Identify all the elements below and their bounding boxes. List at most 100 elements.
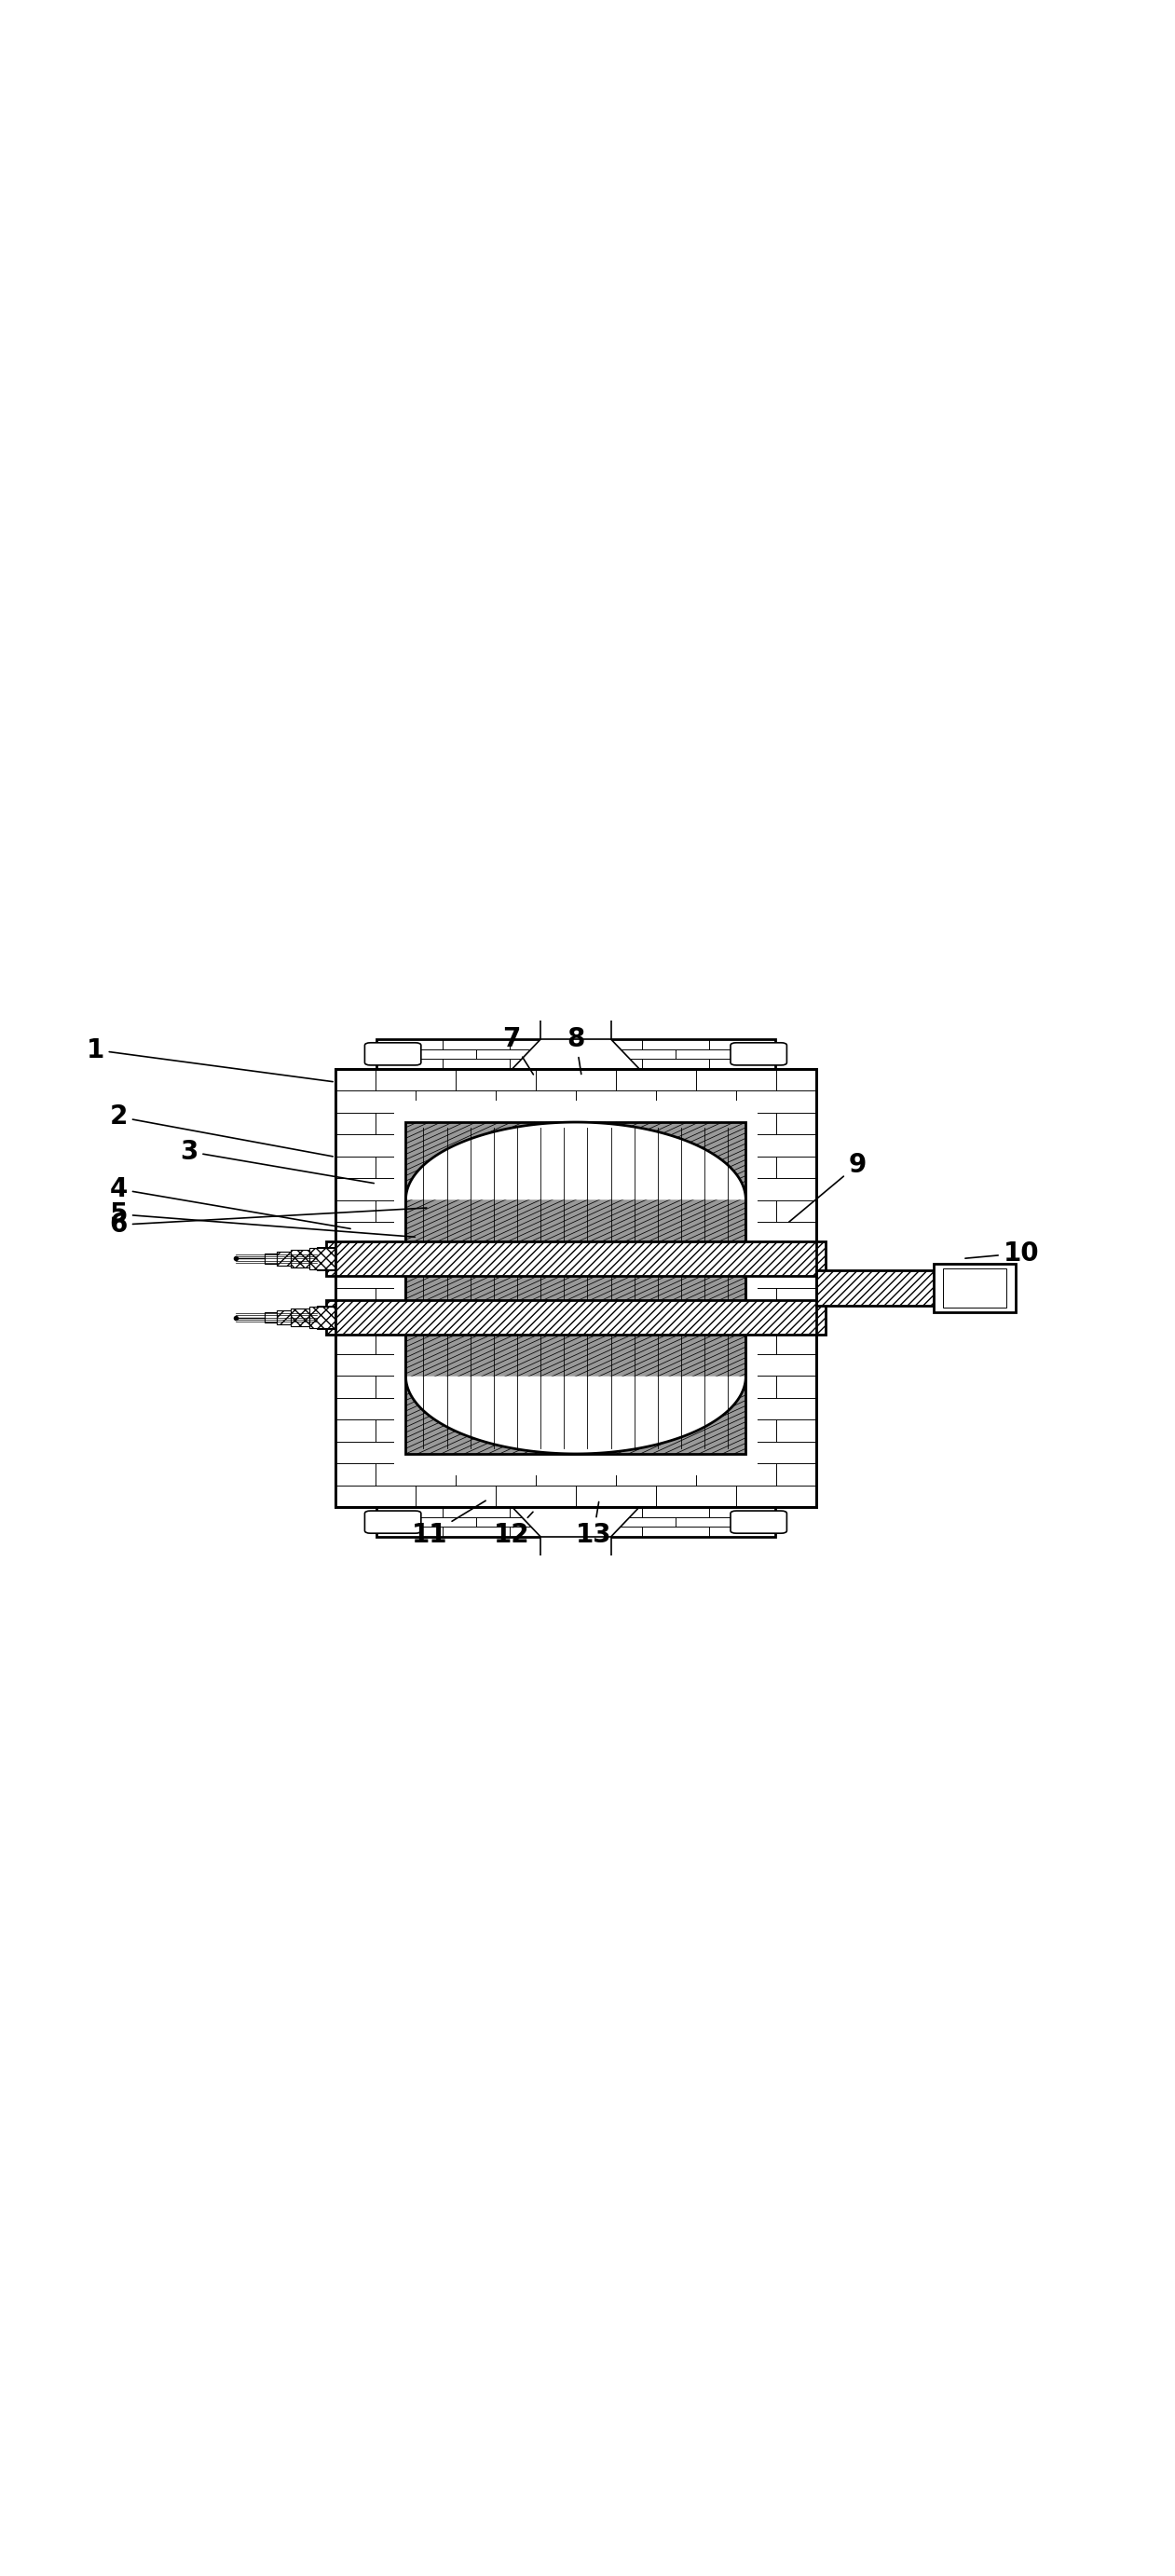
Bar — [456, 1113, 536, 1133]
Bar — [576, 1399, 656, 1419]
Bar — [376, 1244, 456, 1265]
FancyBboxPatch shape — [731, 1043, 787, 1066]
Bar — [376, 1507, 443, 1517]
Bar — [696, 1200, 776, 1221]
Bar — [656, 1486, 736, 1507]
Bar — [656, 1090, 736, 1113]
Text: 12: 12 — [494, 1512, 533, 1548]
Bar — [576, 1133, 656, 1157]
Bar — [376, 1038, 443, 1048]
Bar — [576, 1311, 656, 1332]
Bar — [376, 1517, 410, 1528]
Bar — [443, 1059, 509, 1069]
Bar — [576, 1355, 656, 1376]
Bar — [576, 1265, 656, 1288]
Bar — [416, 1355, 496, 1376]
Text: 10: 10 — [965, 1239, 1040, 1267]
Bar — [656, 1265, 736, 1288]
Bar — [543, 1517, 609, 1528]
Bar — [335, 1463, 376, 1486]
Bar — [443, 1528, 509, 1538]
Bar — [776, 1376, 817, 1399]
Bar — [496, 1177, 576, 1200]
Bar — [291, 1309, 310, 1327]
Text: 8: 8 — [566, 1025, 585, 1074]
Bar — [616, 1288, 696, 1311]
Bar — [616, 1376, 696, 1399]
Bar — [536, 1463, 616, 1486]
Text: 4: 4 — [109, 1177, 350, 1229]
Bar — [443, 1507, 509, 1517]
Bar — [266, 1255, 277, 1265]
Bar — [335, 1332, 376, 1355]
Bar — [456, 1376, 536, 1399]
Bar — [776, 1157, 817, 1177]
Bar — [736, 1265, 817, 1288]
Bar — [656, 1355, 736, 1376]
Bar — [509, 1038, 576, 1048]
Bar — [656, 1399, 736, 1419]
Bar — [696, 1288, 776, 1311]
Bar — [376, 1507, 776, 1538]
Bar — [416, 1399, 496, 1419]
Bar — [376, 1113, 456, 1133]
Bar — [696, 1069, 776, 1090]
Bar — [616, 1200, 696, 1221]
Bar — [536, 1288, 616, 1311]
Bar — [576, 1486, 656, 1507]
Bar — [541, 1538, 611, 1558]
Bar — [736, 1355, 817, 1376]
Bar — [405, 1123, 746, 1453]
Bar — [335, 1376, 376, 1399]
Bar — [616, 1463, 696, 1486]
Text: 6: 6 — [109, 1208, 427, 1239]
Bar — [709, 1038, 776, 1048]
Polygon shape — [512, 1507, 639, 1538]
Polygon shape — [405, 1376, 746, 1453]
Bar — [443, 1038, 509, 1048]
Bar — [410, 1517, 476, 1528]
Bar — [576, 1177, 656, 1200]
Bar — [310, 1306, 335, 1329]
Text: 2: 2 — [109, 1103, 333, 1157]
Bar — [335, 1399, 416, 1419]
Bar — [376, 1288, 456, 1311]
Bar — [496, 1443, 576, 1463]
Bar — [335, 1419, 376, 1443]
Text: 1: 1 — [86, 1038, 333, 1082]
Bar — [616, 1113, 696, 1133]
Bar — [335, 1177, 416, 1200]
Bar — [643, 1528, 709, 1538]
Text: 7: 7 — [502, 1025, 533, 1074]
Bar — [416, 1133, 496, 1157]
Bar — [496, 1486, 576, 1507]
Bar — [376, 1048, 410, 1059]
Text: 13: 13 — [576, 1502, 611, 1548]
Bar — [536, 1376, 616, 1399]
Bar — [656, 1133, 736, 1157]
Bar — [416, 1265, 496, 1288]
Bar — [496, 1311, 576, 1332]
Bar — [456, 1288, 536, 1311]
Bar — [476, 1517, 543, 1528]
Bar — [736, 1090, 817, 1113]
Bar — [776, 1113, 817, 1133]
Bar — [643, 1059, 709, 1069]
Bar — [325, 1301, 826, 1334]
Bar — [696, 1157, 776, 1177]
FancyBboxPatch shape — [364, 1043, 421, 1066]
Bar — [776, 1332, 817, 1355]
Bar — [551, 1558, 600, 1569]
Bar — [335, 1288, 376, 1311]
Bar — [676, 1048, 741, 1059]
Bar — [456, 1332, 536, 1355]
Bar — [576, 1221, 656, 1244]
Bar — [456, 1069, 536, 1090]
Bar — [543, 1048, 609, 1059]
Bar — [394, 1100, 758, 1476]
Bar — [656, 1311, 736, 1332]
Bar — [776, 1288, 817, 1311]
Bar — [736, 1221, 817, 1244]
Bar — [736, 1399, 817, 1419]
Bar — [656, 1177, 736, 1200]
